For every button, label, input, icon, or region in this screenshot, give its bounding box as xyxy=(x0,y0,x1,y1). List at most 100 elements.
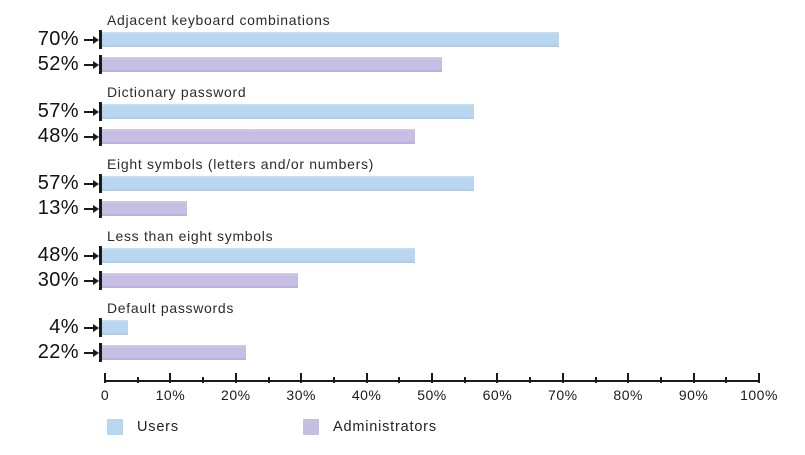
leader-line-stroke xyxy=(84,182,93,185)
bar-row: 70% xyxy=(0,28,805,50)
chart-group: Default passwords 4% 22% xyxy=(0,300,805,363)
axis-major-tick xyxy=(234,373,237,383)
category-title: Eight symbols (letters and/or numbers) xyxy=(107,156,375,172)
axis-major-tick xyxy=(169,373,172,383)
users-bar xyxy=(102,248,416,263)
bar-row: 57% xyxy=(0,172,805,194)
value-label: 4% xyxy=(49,316,79,338)
leader-line-stroke xyxy=(84,38,93,41)
value-label: 13% xyxy=(37,197,79,219)
leader-line xyxy=(84,273,99,288)
axis-major-tick xyxy=(758,373,760,383)
bar-row: 13% xyxy=(0,197,805,219)
axis-tick-label: 0 xyxy=(100,387,110,403)
leader-line-stroke xyxy=(84,279,93,282)
axis-tick-label: 10% xyxy=(155,387,186,403)
leader-line xyxy=(84,201,99,216)
arrow-right-icon xyxy=(93,107,99,116)
axis-minor-tick xyxy=(463,377,466,383)
bar-start-tick xyxy=(99,127,102,146)
axis-tick-label: 50% xyxy=(417,387,447,403)
leader-line-stroke xyxy=(84,351,93,354)
axis-tick-label: 30% xyxy=(286,387,316,403)
bar-row: 48% xyxy=(0,245,805,265)
category-title: Less than eight symbols xyxy=(107,228,274,244)
administrators-bar xyxy=(102,345,246,360)
bar-start-tick xyxy=(99,30,102,49)
arrow-right-icon xyxy=(93,251,99,260)
bar-row: 57% xyxy=(0,100,805,122)
axis-major-tick xyxy=(365,373,368,383)
value-label: 30% xyxy=(37,269,79,291)
arrow-right-icon xyxy=(93,276,99,285)
bar-row: 52% xyxy=(0,53,805,75)
arrow-right-icon xyxy=(93,323,99,332)
x-axis: 0 10% 20% 30% 40% 50% 60% 70% 80% 90% 100% xyxy=(101,373,777,403)
legend-item: Administrators xyxy=(303,419,437,435)
value-label: 52% xyxy=(37,53,79,75)
bar-start-tick xyxy=(99,343,102,362)
leader-line xyxy=(84,248,99,263)
legend: Users Administrators xyxy=(107,419,805,435)
legend-swatch-administrators xyxy=(303,419,319,435)
axis-minor-tick xyxy=(594,377,597,383)
arrow-right-icon xyxy=(93,179,99,188)
arrow-right-icon xyxy=(93,60,99,69)
arrow-right-icon xyxy=(93,132,99,141)
leader-line-stroke xyxy=(84,326,93,329)
arrow-right-icon xyxy=(93,35,99,44)
value-label: 70% xyxy=(37,28,79,50)
axis-major-tick xyxy=(561,373,564,383)
chart-group: Eight symbols (letters and/or numbers) 57… xyxy=(0,156,805,219)
bar-groups: Adjacent keyboard combinations 70% 52% Dict… xyxy=(0,12,805,363)
value-label: 57% xyxy=(37,100,79,122)
leader-line xyxy=(84,104,99,119)
leader-line-stroke xyxy=(84,135,93,138)
axis-major-tick xyxy=(692,373,695,383)
category-title: Dictionary password xyxy=(107,84,247,100)
axis-minor-tick xyxy=(136,377,139,383)
bar-start-tick xyxy=(99,102,102,121)
chart-group: Dictionary password 57% 48% xyxy=(0,84,805,147)
bar-start-tick xyxy=(99,271,102,290)
axis-tick-label: 90% xyxy=(678,387,709,403)
leader-line-stroke xyxy=(84,110,93,113)
legend-label: Users xyxy=(137,419,179,435)
bar-start-tick xyxy=(99,318,102,337)
category-title: Default passwords xyxy=(107,300,235,316)
value-label: 22% xyxy=(37,341,79,363)
legend-swatch-users xyxy=(107,419,123,435)
administrators-bar xyxy=(102,57,442,72)
administrators-bar xyxy=(102,129,416,144)
leader-line-stroke xyxy=(84,254,93,257)
axis-minor-tick xyxy=(267,377,270,383)
leader-line xyxy=(84,176,99,191)
axis-tick-label: 70% xyxy=(548,387,578,403)
axis-minor-tick xyxy=(332,377,335,383)
bar-row: 48% xyxy=(0,125,805,147)
value-label: 57% xyxy=(37,172,79,194)
users-bar xyxy=(102,32,560,47)
bar-row: 22% xyxy=(0,341,805,363)
axis-major-tick xyxy=(496,373,499,383)
category-title: Adjacent keyboard combinations xyxy=(107,12,331,28)
bar-row: 30% xyxy=(0,269,805,291)
axis-minor-tick xyxy=(529,377,532,383)
users-bar xyxy=(102,320,129,335)
axis-minor-tick xyxy=(725,377,728,383)
administrators-bar xyxy=(102,201,187,216)
bar-start-tick xyxy=(99,246,102,265)
axis-tick-label: 100% xyxy=(740,387,778,403)
value-label: 48% xyxy=(37,125,79,147)
axis-tick-label: 80% xyxy=(613,387,643,403)
legend-label: Administrators xyxy=(333,419,437,435)
arrow-right-icon xyxy=(93,348,99,357)
bar-start-tick xyxy=(99,174,102,193)
axis-major-tick xyxy=(431,373,433,383)
axis-minor-tick xyxy=(202,377,205,383)
bar-start-tick xyxy=(99,55,102,74)
leader-line xyxy=(84,32,99,47)
leader-line xyxy=(84,320,99,335)
leader-line xyxy=(84,345,99,360)
